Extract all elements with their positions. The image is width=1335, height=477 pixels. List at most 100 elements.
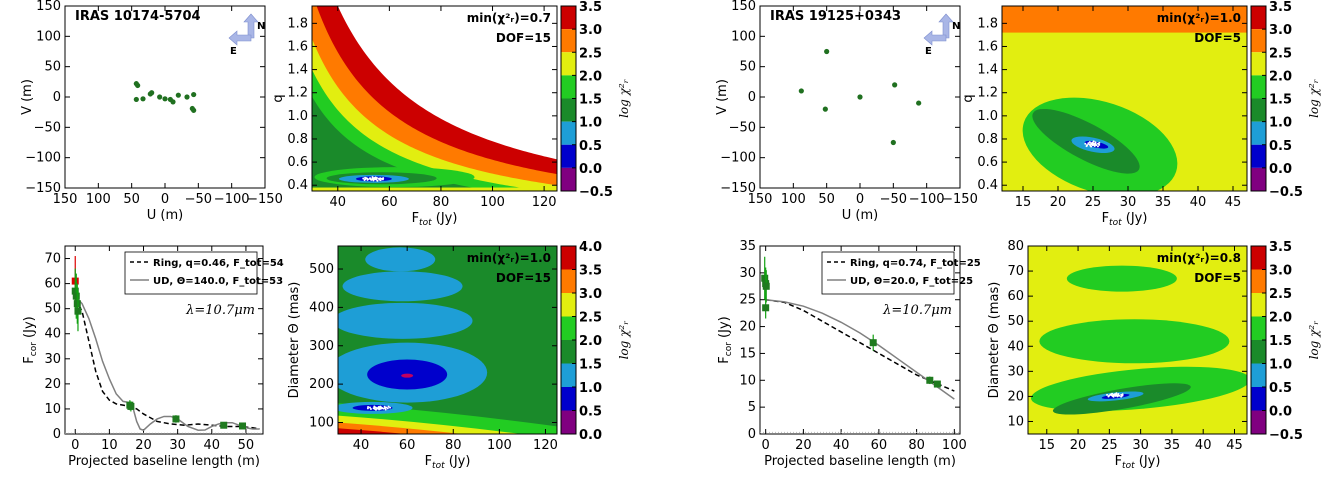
x-tick-label: 60	[381, 195, 398, 210]
colorbar-tick-label: 0.0	[579, 162, 602, 177]
y-tick-label: 1.8	[287, 16, 308, 31]
x-tick-label: 25	[1085, 195, 1102, 210]
colorbar-tick-label: 2.5	[1269, 46, 1292, 61]
colorbar-tick-label: 1.0	[579, 381, 602, 396]
y-tick-label: 100	[309, 415, 334, 430]
fit-sample	[1084, 142, 1087, 145]
colorbar-label: log χ²ᵣ	[617, 79, 631, 118]
y-tick-label: 50	[739, 60, 756, 75]
colorbar-tick-label: 2.5	[579, 46, 602, 61]
y-tick-label: 30	[1007, 364, 1024, 379]
colorbar-label: log χ²ᵣ	[617, 321, 631, 360]
uv-point	[890, 139, 896, 146]
uv-point	[140, 96, 146, 102]
wavelength-annotation: λ=10.7μm	[185, 303, 255, 318]
colorbar-swatch	[561, 363, 576, 387]
y-axis-label: V (m)	[715, 79, 730, 115]
measurement-point	[172, 415, 180, 423]
east-arrow-icon	[923, 30, 947, 46]
plot-frame	[311, 5, 558, 192]
x-tick-label: 100	[781, 192, 806, 207]
north-arrow-icon	[243, 13, 259, 39]
x-tick-label: −100	[214, 192, 250, 207]
y-tick-label: 30	[44, 352, 61, 367]
x-tick-label: 30	[1132, 438, 1149, 453]
colorbar-swatch	[561, 75, 576, 99]
x-tick-label: 40	[1190, 195, 1207, 210]
y-tick-label: 50	[1007, 314, 1024, 329]
uv-point	[798, 88, 804, 94]
contour-map-chi3	[338, 246, 557, 434]
measurement-point	[762, 282, 770, 290]
uv-point	[191, 91, 197, 98]
y-tick-label: 1.0	[977, 109, 998, 124]
fit-sample	[1092, 140, 1095, 143]
min-chi2-annotation: min(χ²ᵣ)=1.0	[467, 251, 551, 265]
y-tick-label: 400	[309, 300, 334, 315]
fit-sample	[368, 406, 371, 409]
x-tick-label: 20	[135, 438, 152, 453]
x-tick-label: 40	[353, 438, 370, 453]
fit-sample	[1094, 143, 1097, 146]
compass-east-label: E	[925, 46, 932, 57]
colorbar-swatch	[1251, 246, 1266, 270]
dof-annotation: DOF=5	[1194, 271, 1241, 285]
y-axis-label: Fcor (Jy)	[717, 316, 734, 363]
colorbar-swatch	[561, 246, 576, 270]
y-tick-label: 10	[739, 373, 756, 388]
x-tick-label: 80	[433, 195, 450, 210]
colorbar-tick-label: 0.5	[579, 405, 602, 420]
region-level-1	[401, 373, 414, 378]
colorbar-swatch	[561, 293, 576, 317]
axes-uv2: 150 100 50 0 −50 −100−150150100500−50−100−150…	[715, 0, 978, 223]
y-tick-label: 5	[748, 400, 756, 415]
region-level-3	[338, 302, 473, 339]
uv-point	[170, 99, 176, 105]
flux-series-flux2	[760, 256, 960, 433]
x-tick-label: 25	[1101, 438, 1118, 453]
fit-sample	[378, 408, 381, 411]
colorbar-tick-label: 2.5	[1269, 287, 1292, 302]
colorbar-swatch	[561, 121, 576, 145]
colorbar-tick-label: 3.5	[1269, 0, 1292, 15]
legend-entry: Ring, q=0.74, F_tot=25	[850, 258, 981, 269]
x-tick-label: 35	[1164, 438, 1181, 453]
x-tick-label: 40	[1195, 438, 1212, 453]
y-tick-label: 25	[739, 293, 756, 308]
colorbar-swatch	[1251, 363, 1266, 387]
colorbar-swatch	[561, 29, 576, 53]
contour-map-chi4	[1028, 246, 1247, 434]
ud-model-line	[765, 298, 955, 400]
y-tick-label: −50	[34, 120, 61, 135]
fit-sample	[383, 405, 386, 408]
region-level-7	[1002, 6, 1247, 33]
measurement-point	[933, 380, 941, 388]
x-tick-label: −100	[909, 192, 945, 207]
y-axis-label: Diameter Θ (mas)	[987, 282, 1002, 399]
x-tick-label: 20	[795, 438, 812, 453]
colorbar-swatch	[561, 410, 576, 434]
dof-annotation: DOF=15	[496, 31, 551, 45]
colorbar-swatch	[1251, 167, 1266, 191]
fit-sample	[387, 405, 390, 408]
legend-entry: UD, Θ=140.0, F_tot=53	[153, 276, 283, 287]
north-arrow-icon	[938, 13, 954, 39]
fit-sample	[1114, 394, 1117, 397]
y-tick-label: −100	[720, 151, 756, 166]
colorbar-tick-label: 0.5	[579, 139, 602, 154]
plot-frame	[64, 5, 266, 189]
colorbar-tick-label: 3.0	[579, 287, 602, 302]
x-axis-label: Ftot (Jy)	[1102, 211, 1148, 228]
axes-uv1: 150 100 50 0 −50 −100−150150100500−50−100−150…	[20, 0, 283, 223]
y-axis-label: Diameter Θ (mas)	[287, 282, 302, 399]
y-tick-label: −50	[729, 120, 756, 135]
x-tick-label: 40	[833, 438, 850, 453]
fit-sample	[1120, 393, 1123, 396]
legend: Ring, q=0.74, F_tot=25 UD, Θ=20.0, F_tot=…	[821, 251, 981, 295]
colorbar-swatch	[561, 144, 576, 168]
colorbar-swatch	[561, 269, 576, 293]
axes-chi3: 40 60 80 100 120 100 200 300 400 500 Ftot (Jy) Diam…	[287, 245, 558, 471]
x-tick-label: 40	[204, 438, 221, 453]
dof-annotation: DOF=15	[496, 271, 551, 285]
y-tick-label: 10	[1007, 414, 1024, 429]
